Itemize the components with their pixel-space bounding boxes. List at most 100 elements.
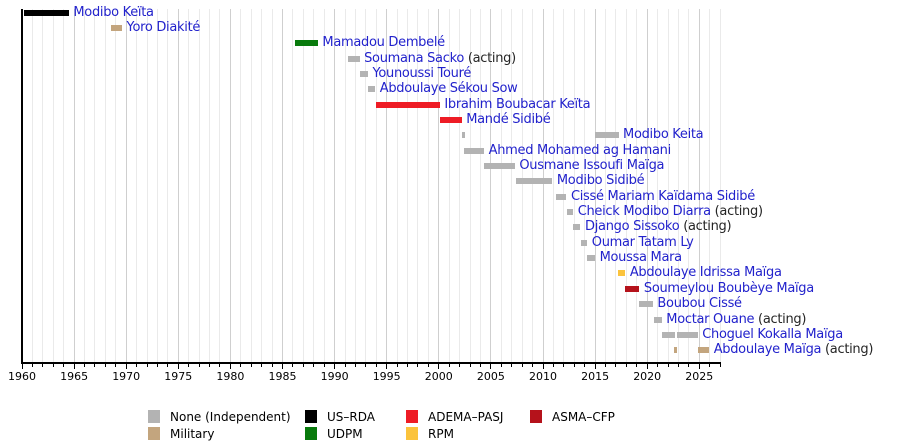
gridline	[511, 9, 513, 362]
pm-name: Cissé Mariam Kaïdama Sidibé	[570, 188, 755, 204]
axis-tick	[375, 363, 377, 367]
pm-name: Abdoulaye Maïga	[713, 342, 822, 358]
pm-name: Moussa Mara	[599, 250, 683, 266]
gridline	[313, 9, 315, 362]
axis-tick	[552, 363, 554, 367]
gridline	[386, 9, 388, 362]
pm-label: Younoussi Touré	[372, 66, 471, 81]
axis-tick-label: 2005	[476, 369, 505, 383]
gridline	[42, 9, 44, 362]
pm-label: Modibo Keita	[623, 127, 704, 143]
pm-bar	[110, 24, 123, 31]
gridline	[667, 9, 669, 362]
axis-tick	[302, 363, 304, 367]
pm-label: Moctar Ouane (acting)	[666, 312, 806, 327]
axis-tick	[657, 363, 659, 367]
pm-bar	[595, 132, 619, 139]
legend-label: ASMA–CFP	[552, 410, 615, 424]
gridline	[563, 9, 565, 362]
pm-bar	[654, 316, 662, 323]
axis-tick	[42, 363, 44, 367]
pm-label: Soumeylou Boubèye Maïga	[644, 281, 814, 296]
gridline	[479, 9, 481, 362]
gridline	[407, 9, 409, 362]
axis-tick	[396, 363, 398, 367]
pm-name: Oumar Tatam Ly	[591, 234, 694, 250]
pm-name: Ahmed Mohamed ag Hamani	[488, 142, 672, 158]
gridline	[219, 9, 221, 362]
gridline	[500, 9, 502, 362]
pm-bar	[625, 285, 640, 292]
pm-bar	[359, 70, 368, 77]
gridline	[125, 9, 127, 362]
pm-label: Soumana Sacko (acting)	[364, 51, 516, 66]
pm-name: Soumeylou Boubèye Maïga	[643, 280, 814, 296]
pm-label: Choguel Kokalla Maïga	[702, 327, 843, 342]
axis-tick	[313, 363, 315, 367]
axis-tick	[156, 363, 158, 367]
axis-tick	[52, 363, 54, 367]
axis-tick	[407, 363, 409, 367]
gridline	[709, 9, 711, 362]
gridline	[31, 9, 33, 362]
axis-tick-label: 1980	[216, 369, 245, 383]
axis-tick	[625, 363, 627, 367]
x-axis-line	[21, 362, 721, 364]
axis-tick	[563, 363, 565, 367]
axis-tick	[73, 363, 75, 369]
axis-tick-label: 2000	[424, 369, 453, 383]
pm-label: Cissé Mariam Kaïdama Sidibé	[571, 189, 755, 204]
gridline	[302, 9, 304, 362]
pm-bar	[674, 347, 678, 354]
gridline	[719, 9, 721, 362]
pm-bar	[367, 86, 376, 93]
acting-suffix: (acting)	[464, 50, 516, 66]
gridline	[323, 9, 325, 362]
gridline	[115, 9, 117, 362]
pm-label: Mamadou Dembelé	[322, 35, 445, 50]
axis-tick	[500, 363, 502, 367]
gridline	[615, 9, 617, 362]
axis-tick	[542, 363, 544, 369]
gridline	[698, 9, 700, 362]
pm-label: Cheick Modibo Diarra (acting)	[578, 204, 763, 219]
axis-tick	[354, 363, 356, 367]
pm-bar	[516, 178, 553, 185]
axis-tick	[84, 363, 86, 367]
axis-tick	[365, 363, 367, 367]
gridline	[73, 9, 75, 362]
pm-name: Cheick Modibo Diarra	[577, 204, 711, 220]
pm-label: Abdoulaye Idrissa Maïga	[630, 265, 782, 280]
gridline	[448, 9, 450, 362]
pm-name: Modibo Keita	[623, 127, 704, 143]
pm-bar	[676, 331, 698, 338]
gridline	[354, 9, 356, 362]
pm-label: Oumar Tatam Ly	[592, 235, 694, 250]
axis-tick	[386, 363, 388, 369]
pm-label: Abdoulaye Sékou Sow	[380, 81, 518, 96]
gridline	[334, 9, 336, 362]
axis-tick	[521, 363, 523, 367]
axis-tick-label: 1970	[112, 369, 141, 383]
axis-tick	[115, 363, 117, 367]
gridline	[542, 9, 544, 362]
pm-label: Abdoulaye Maïga (acting)	[713, 342, 874, 358]
pm-label: Modibo Keïta	[73, 5, 154, 20]
pm-name: Modibo Sidibé	[556, 173, 645, 189]
axis-tick-label: 2025	[685, 369, 714, 383]
pm-label: Django Sissoko (acting)	[585, 219, 732, 234]
axis-tick-label: 1985	[268, 369, 297, 383]
axis-tick-label: 1975	[164, 369, 193, 383]
pm-label: Yoro Diakité	[127, 20, 201, 35]
gridline	[229, 9, 231, 362]
pm-bar	[439, 116, 462, 123]
axis-tick	[688, 363, 690, 367]
gridline	[104, 9, 106, 362]
axis-tick	[271, 363, 273, 367]
axis-tick	[125, 363, 127, 369]
axis-tick	[698, 363, 700, 369]
axis-tick	[719, 363, 721, 367]
pm-label: Moussa Mara	[599, 250, 683, 266]
axis-tick	[573, 363, 575, 367]
